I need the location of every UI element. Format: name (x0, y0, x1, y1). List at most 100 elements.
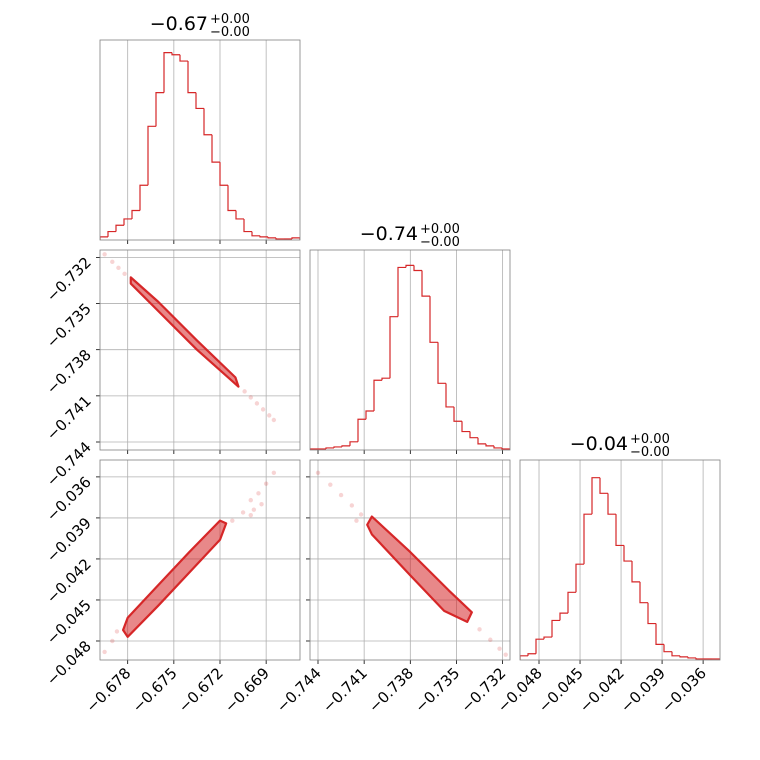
histogram-step (429, 296, 438, 343)
histogram-step (599, 477, 608, 494)
histogram-step (687, 656, 696, 659)
histogram-step (333, 446, 342, 448)
histogram-step (131, 209, 140, 219)
histogram-step (469, 431, 478, 439)
title-upper: +0.00 (210, 12, 250, 27)
panel-title: −0.67 (150, 13, 208, 35)
sample-point (315, 470, 321, 475)
histogram-step (381, 377, 390, 381)
sample-point (248, 395, 253, 400)
contour (121, 519, 228, 638)
sample-point (259, 502, 264, 507)
panel (100, 40, 300, 240)
histogram-step (695, 657, 704, 660)
x-tick-label: −0.741 (319, 664, 371, 716)
histogram-step (243, 218, 252, 233)
y-tick-label: −0.045 (43, 596, 95, 648)
histogram-step (373, 379, 382, 412)
histogram-step (623, 545, 632, 562)
sample-point (251, 507, 257, 512)
histogram-step (171, 52, 180, 56)
title-lower: −0.00 (420, 235, 460, 250)
panel (520, 460, 720, 660)
x-tick-label: −0.039 (617, 664, 669, 716)
sample-point (230, 518, 235, 523)
histogram-step (195, 92, 204, 110)
title-upper: +0.00 (630, 432, 670, 447)
histogram-step (631, 561, 640, 583)
sample-point (242, 389, 247, 394)
histogram-step (679, 655, 688, 658)
sample-point (263, 481, 269, 486)
sample-point (248, 512, 253, 518)
y-tick-label: −0.042 (43, 555, 95, 607)
histogram-step (559, 612, 568, 621)
histogram-step (219, 162, 228, 186)
histogram-step (349, 441, 358, 446)
title-lower: −0.00 (210, 25, 250, 40)
sample-point (122, 271, 127, 277)
histogram-step (671, 651, 680, 657)
x-tick-label: −0.036 (658, 664, 710, 716)
x-tick-label: −0.669 (221, 664, 273, 716)
histogram-step (259, 235, 268, 238)
panel (310, 460, 510, 660)
panel (100, 250, 300, 450)
x-tick-label: −0.744 (273, 664, 325, 716)
sample-point (488, 637, 493, 642)
y-tick-label: −0.735 (43, 300, 95, 352)
y-tick-label: −0.039 (43, 514, 95, 566)
sample-point (240, 510, 246, 515)
histogram-step (543, 636, 552, 640)
y-tick-label: −0.738 (43, 346, 95, 398)
panel-frame (309, 459, 511, 661)
panel-frame (99, 459, 301, 661)
x-tick-label: −0.675 (129, 664, 181, 716)
histogram-step (551, 619, 560, 638)
histogram-step (712, 658, 720, 660)
histogram-step (267, 236, 276, 239)
sample-point (354, 518, 359, 523)
sample-point (256, 491, 261, 496)
histogram-step (477, 437, 486, 445)
sample-point (503, 652, 508, 657)
contour (366, 515, 473, 623)
histogram-step (607, 493, 616, 515)
sample-point (110, 259, 115, 265)
histogram-step (227, 185, 236, 212)
histogram-step (107, 230, 116, 237)
panel-title: −0.04 (570, 433, 628, 455)
histogram-step (187, 61, 196, 94)
histogram-step (461, 421, 470, 433)
sample-point (497, 646, 502, 651)
histogram-step (655, 623, 664, 645)
histogram-step (235, 210, 244, 220)
histogram-step (639, 581, 648, 604)
sample-point (110, 638, 115, 644)
sample-point (271, 470, 277, 475)
histogram-step (453, 406, 462, 422)
panel (100, 460, 300, 660)
y-tick-label: −0.741 (43, 392, 95, 444)
histogram-step (341, 445, 350, 447)
sample-point (271, 417, 277, 423)
histogram-step (520, 655, 528, 660)
sample-point (328, 482, 333, 487)
histogram-step (310, 448, 318, 450)
histogram-step (647, 602, 656, 625)
histogram-step (155, 92, 164, 127)
panel-frame (519, 459, 721, 661)
histogram-step (365, 410, 374, 420)
sample-point (116, 265, 121, 271)
sample-point (102, 252, 107, 257)
title-lower: −0.00 (630, 445, 670, 460)
panel-frame (99, 249, 301, 451)
histogram-step (575, 563, 584, 593)
sample-point (248, 497, 253, 503)
x-tick-label: −0.678 (83, 664, 135, 716)
histogram-step (591, 477, 600, 515)
sample-point (358, 512, 364, 517)
x-tick-label: −0.738 (365, 664, 417, 716)
histogram-step (405, 264, 414, 268)
